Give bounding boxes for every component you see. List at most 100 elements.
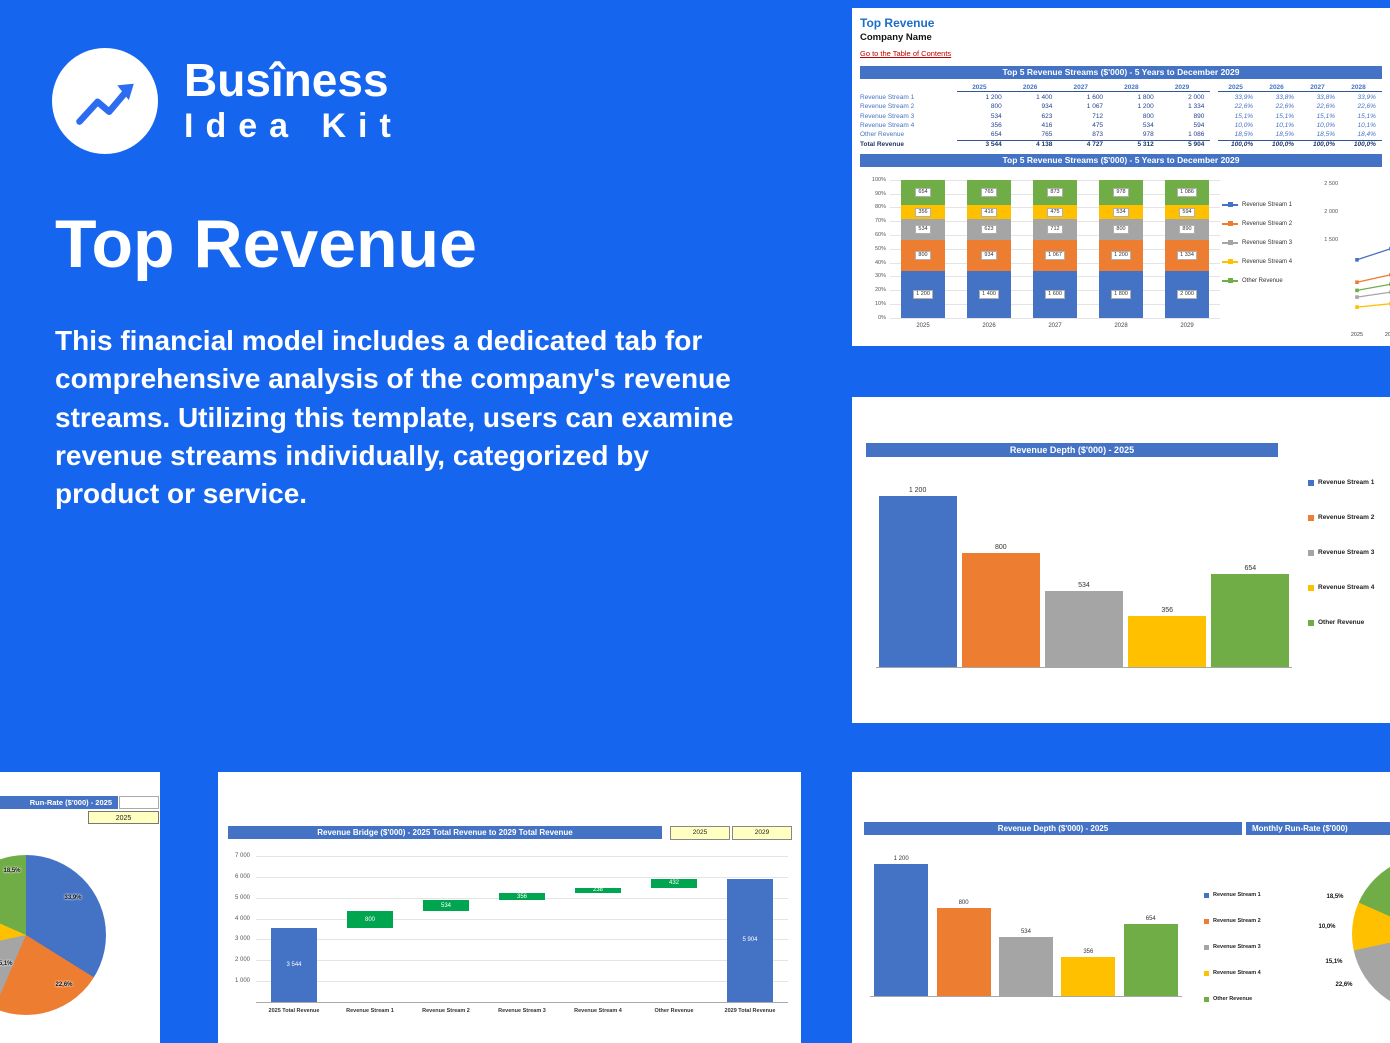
bar-value-label: 356 (516, 893, 527, 900)
legend-item: Revenue Stream 3 (1222, 240, 1292, 246)
stacked-bar: 978 534 800 1 200 1 800 (1099, 179, 1143, 318)
stacked-chart-title-band: Top 5 Revenue Streams ($'000) - 5 Years … (860, 153, 1382, 167)
segment-value-label: 712 (1047, 225, 1063, 235)
legend-item: Revenue Stream 4 (1204, 970, 1261, 976)
bar-segment: 934 (967, 239, 1011, 272)
waterfall-bar: 238 (575, 887, 621, 893)
y-tick: 1 000 (234, 978, 250, 985)
legend-line-marker (1222, 202, 1238, 208)
legend-label: Revenue Stream 4 (1242, 258, 1293, 265)
y-tick: 100% (871, 176, 886, 183)
depth-chart-legend: Revenue Stream 1 Revenue Stream 2 Revenue … (1308, 479, 1374, 626)
bar-segment: 1 200 (901, 271, 945, 318)
legend-square-marker (1227, 278, 1233, 284)
value-cell: 978 (1142, 131, 1154, 139)
pct-cell: 15,1% (1357, 112, 1376, 120)
legend-square-marker (1227, 259, 1233, 265)
bar (1061, 956, 1116, 996)
toc-link[interactable]: Go to the Table of Contents (860, 49, 952, 58)
revenue-bridge-panel: Revenue Bridge ($'000) - 2025 Total Reve… (218, 772, 801, 1043)
waterfall-bar: 5 904 (727, 878, 773, 1002)
row-label: Total Revenue (860, 140, 904, 148)
pct-cell: 100,0% (1341, 140, 1382, 148)
segment-value-label: 890 (1179, 224, 1195, 234)
table-row: Revenue Stream 2 800 934 1 067 1 200 1 334 22,… (860, 102, 1382, 111)
table-row: Total Revenue 3 544 4 138 4 727 5 312 5 904 10… (860, 139, 1382, 148)
stacked-bar: 873 475 712 1 067 1 600 (1033, 179, 1077, 318)
table-title-band: Top 5 Revenue Streams ($'000) - 5 Years … (860, 66, 1382, 79)
pct-cell: 22,6% (1357, 103, 1376, 111)
bar-segment: 800 (901, 239, 945, 272)
gridline (256, 981, 788, 983)
bar-value-label: 534 (1078, 582, 1090, 590)
segment-value-label: 1 600 (1045, 289, 1065, 299)
bar-value-label: 1 200 (908, 487, 927, 495)
legend-label: Revenue Stream 1 (1213, 892, 1261, 898)
pct-cell: 18,5% (1275, 131, 1295, 139)
legend-item: Revenue Stream 1 (1308, 479, 1374, 486)
pct-cell: 100,0% (1218, 140, 1260, 148)
bar-segment: 890 (1165, 219, 1209, 240)
value-cell: 416 (1041, 122, 1053, 130)
legend-item: Revenue Stream 4 (1308, 584, 1374, 591)
bar-segment: 765 (967, 179, 1011, 206)
segment-value-label: 1 086 (1177, 187, 1197, 197)
pct-cell: 15,1% (1275, 112, 1295, 120)
bar-segment: 623 (967, 219, 1011, 240)
runrate-title-band: Run-Rate ($'000) - 2025 (0, 796, 118, 809)
legend-item: Other Revenue (1308, 619, 1374, 626)
revenue-depth-panel: Revenue Depth ($'000) - 2025 1 200 800 534… (852, 397, 1390, 723)
bar-value-label: 800 (364, 916, 375, 923)
waterfall-bar: 800 (347, 911, 393, 929)
bar-value-label: 534 (440, 902, 451, 909)
bar-column: 356 (1128, 475, 1207, 667)
legend-square-marker (1204, 970, 1209, 976)
year-from-cell[interactable]: 2025 (670, 826, 730, 840)
legend-line-marker (1222, 259, 1238, 265)
legend-square-marker (1227, 240, 1233, 246)
value-cell: 1 600 (1086, 94, 1104, 102)
row-label: Revenue Stream 4 (860, 122, 915, 130)
x-label: 2029 (1180, 322, 1194, 329)
page-description: This financial model includes a dedicate… (55, 325, 734, 510)
legend-square-marker (1308, 619, 1314, 626)
waterfall-bar: 432 (651, 878, 697, 888)
year-header: 2025 (957, 84, 1008, 92)
year-to-cell[interactable]: 2029 (732, 826, 792, 840)
segment-value-label: 873 (1047, 188, 1063, 198)
legend-square-marker (1308, 514, 1314, 521)
year-selector-cell[interactable]: 2025 (88, 811, 159, 824)
segment-value-label: 623 (981, 225, 997, 235)
value-cell: 1 334 (1188, 103, 1205, 111)
bar-value-label: 356 (1083, 948, 1094, 955)
legend-item: Revenue Stream 2 (1222, 221, 1292, 227)
revenue-table: 2025 2026 2027 2028 2029 2025 2026 2027 2028 Reve… (860, 82, 1382, 149)
depth-and-monthly-runrate-panel: Revenue Depth ($'000) - 2025 Monthly Run… (852, 772, 1390, 1043)
bar-value-label: 1 200 (893, 856, 909, 863)
value-cell: 4 138 (1007, 140, 1059, 148)
year-header: 2028 (1109, 84, 1160, 92)
legend-square-marker (1227, 202, 1233, 208)
bar-value-label: 356 (1161, 607, 1173, 615)
pct-cell: 18,5% (1316, 131, 1335, 139)
monthly-runrate-title-band: Monthly Run-Rate ($'000) (1246, 822, 1390, 835)
segment-value-label: 1 200 (1111, 250, 1131, 260)
bar-value-label: 3 544 (286, 962, 302, 969)
monthly-runrate-pie-chart (1352, 856, 1390, 1012)
value-cell: 1 200 (985, 94, 1002, 102)
value-cell: 1 086 (1188, 131, 1205, 139)
bar (1211, 574, 1290, 667)
depth-bar-chart: 1 200 800 534 356 654 (876, 475, 1292, 668)
table-row: Revenue Stream 4 356 416 475 534 594 10,0% 10,1… (860, 121, 1382, 130)
gridline (256, 876, 788, 878)
bar-value-label: 800 (958, 900, 969, 907)
legend-label: Revenue Stream 2 (1318, 514, 1375, 521)
value-cell: 3 544 (957, 140, 1008, 148)
segment-value-label: 2 000 (1177, 289, 1197, 299)
bar-segment: 873 (1033, 179, 1077, 206)
x-label: Revenue Stream 4 (574, 1008, 622, 1014)
bar-column: 1 200 (878, 475, 957, 667)
pie-slice-label: 33,9% (64, 895, 82, 901)
x-label: 2026 (982, 322, 996, 329)
segment-value-label: 1 067 (1045, 250, 1065, 260)
